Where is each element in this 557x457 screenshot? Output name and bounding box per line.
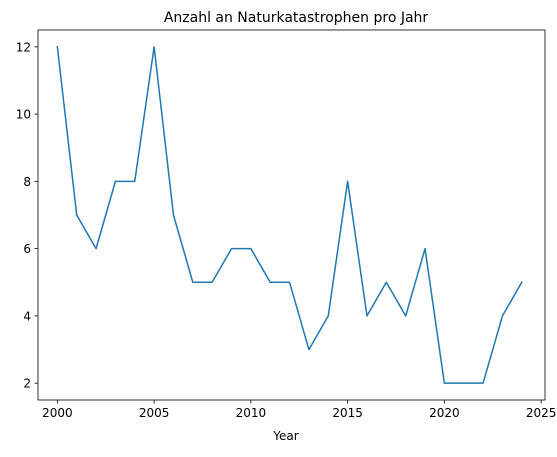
x-tick-label: 2025: [526, 406, 557, 420]
x-tick-label: 2020: [429, 406, 460, 420]
y-tick-label: 12: [16, 40, 31, 54]
y-tick-label: 6: [23, 242, 31, 256]
y-tick-label: 2: [23, 377, 31, 391]
x-tick-label: 2000: [42, 406, 73, 420]
plot-frame: [37, 29, 546, 401]
y-tick-label: 8: [23, 175, 31, 189]
x-tick-label: 2010: [236, 406, 267, 420]
x-axis-label: Year: [272, 429, 298, 443]
y-tick-label: 10: [16, 108, 31, 122]
chart-title: Anzahl an Naturkatastrophen pro Jahr: [164, 10, 429, 26]
plot-area: 2000 2005 2010 2015 2020 2025 2 4 6 8 10 12: [16, 29, 557, 420]
x-tick-label: 2015: [332, 406, 363, 420]
y-tick-label: 4: [23, 309, 31, 323]
x-tick-label: 2005: [139, 406, 170, 420]
series-line-0: [56, 45, 523, 384]
